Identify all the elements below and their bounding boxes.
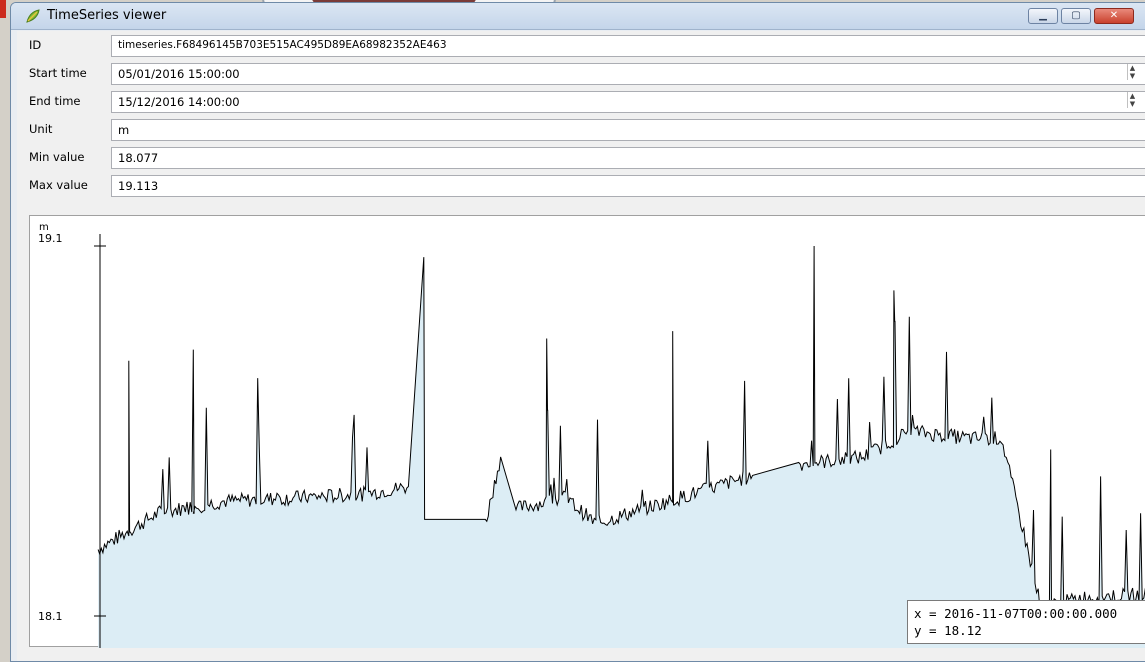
y-axis-unit-label: m xyxy=(39,222,49,233)
start-time-label: Start time xyxy=(29,66,87,80)
end-time-spinner-icon[interactable]: ▲ ▼ xyxy=(1127,92,1137,108)
start-time-field[interactable]: 05/01/2016 15:00:00 xyxy=(111,63,1145,85)
id-label: ID xyxy=(29,38,42,52)
max-value-field[interactable]: 19.113 xyxy=(111,175,1145,197)
min-value-label: Min value xyxy=(29,150,85,164)
end-time-row: End time 15/12/2016 14:00:00 ▲ ▼ xyxy=(17,89,1145,115)
desktop-background-edge xyxy=(0,0,6,18)
end-time-field[interactable]: 15/12/2016 14:00:00 xyxy=(111,91,1145,113)
title-bar[interactable]: TimeSeries viewer ▁ ▢ ✕ xyxy=(11,3,1145,30)
max-value-label: Max value xyxy=(29,178,88,192)
unit-label: Unit xyxy=(29,122,53,136)
max-value-row: Max value 19.113 xyxy=(17,173,1145,199)
tooltip-x-value: x = 2016-11-07T00:00:00.000 xyxy=(914,606,1118,621)
min-value-row: Min value 18.077 xyxy=(17,145,1145,171)
end-time-label: End time xyxy=(29,94,81,108)
maximize-button[interactable]: ▢ xyxy=(1061,8,1091,24)
cursor-tooltip: x = 2016-11-07T00:00:00.000 y = 18.12 xyxy=(907,600,1145,644)
y-tick-label-bottom: 18.1 xyxy=(38,610,63,623)
unit-field[interactable]: m xyxy=(111,119,1145,141)
min-value-field[interactable]: 18.077 xyxy=(111,147,1145,169)
maximize-icon: ▢ xyxy=(1071,10,1081,21)
window-title: TimeSeries viewer xyxy=(47,8,167,23)
unit-row: Unit m xyxy=(17,117,1145,143)
tooltip-y-value: y = 18.12 xyxy=(914,623,982,638)
y-tick-label-top: 19.1 xyxy=(38,232,63,245)
start-time-row: Start time 05/01/2016 15:00:00 ▲ ▼ xyxy=(17,61,1145,87)
qgis-leaf-icon xyxy=(26,9,40,23)
minimize-icon: ▁ xyxy=(1039,10,1047,21)
id-field[interactable]: timeseries.F68496145B703E515AC495D89EA68… xyxy=(111,35,1145,57)
timeseries-viewer-window: TimeSeries viewer ▁ ▢ ✕ ID timeseries.F6… xyxy=(10,2,1145,662)
chart-plot-area[interactable] xyxy=(30,216,1145,648)
series-area-fill xyxy=(98,246,1145,648)
minimize-button[interactable]: ▁ xyxy=(1028,8,1058,24)
series-line xyxy=(97,245,1145,615)
dialog-body: ID timeseries.F68496145B703E515AC495D89E… xyxy=(17,31,1145,661)
start-time-spinner-icon[interactable]: ▲ ▼ xyxy=(1127,64,1137,80)
id-row: ID timeseries.F68496145B703E515AC495D89E… xyxy=(17,33,1145,59)
close-icon: ✕ xyxy=(1109,10,1119,21)
close-button[interactable]: ✕ xyxy=(1094,8,1134,24)
timeseries-chart[interactable]: m 19.1 18.1 x = 2016-11-07T00:00:00.000 … xyxy=(29,215,1145,648)
